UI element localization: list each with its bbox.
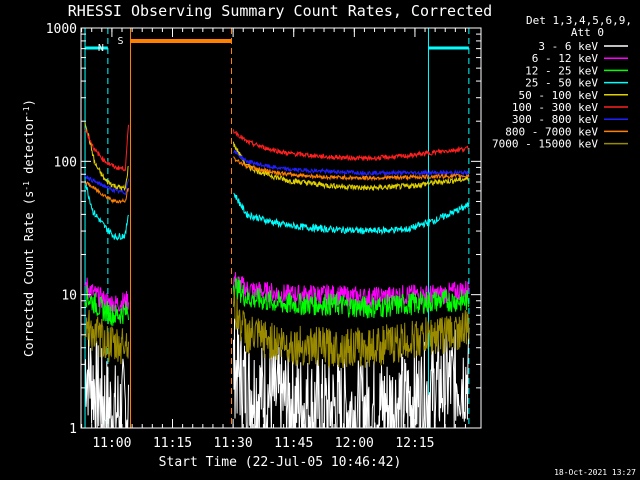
y-axis-label-sup2: -1 bbox=[22, 106, 31, 116]
series-line-5-seg-2 bbox=[233, 141, 470, 192]
legend-label-8: 800 - 7000 keV bbox=[505, 125, 598, 138]
chart-title: RHESSI Observing Summary Count Rates, Co… bbox=[68, 2, 492, 20]
legend-label-1: 3 - 6 keV bbox=[538, 40, 598, 53]
series-line-7-seg-1 bbox=[84, 173, 129, 196]
y-axis-label-end: ) bbox=[22, 99, 36, 106]
night-flag-label: N bbox=[98, 43, 104, 54]
series-line-9-seg-1 bbox=[84, 309, 129, 365]
plot-layer: NS bbox=[84, 28, 470, 428]
x-tick-label-0: 11:00 bbox=[92, 436, 131, 451]
x-tick-label-3: 11:45 bbox=[274, 436, 313, 451]
series-line-3-seg-2 bbox=[233, 277, 470, 319]
legend-label-3: 12 - 25 keV bbox=[525, 64, 598, 77]
footer-timestamp: 18-Oct-2021 13:27 bbox=[554, 468, 636, 477]
y-axis-label-mid: detector bbox=[22, 116, 36, 181]
series-line-8-seg-1 bbox=[84, 180, 129, 205]
y-tick-label-2: 100 bbox=[54, 155, 77, 170]
series-line-1-seg-2 bbox=[233, 318, 470, 428]
axes-layer: 1 10 100 1000 11:00 11:15 11:30 11:45 12:00 12:15 bbox=[46, 22, 482, 451]
legend-label-9: 7000 - 15000 keV bbox=[492, 138, 598, 151]
plot-data bbox=[84, 28, 470, 428]
y-axis-label-main: Corrected Count Rate (s bbox=[22, 191, 36, 357]
x-tick-label-4: 12:00 bbox=[335, 436, 374, 451]
x-tick-label-2: 11:30 bbox=[214, 436, 253, 451]
legend-label-2: 6 - 12 keV bbox=[532, 52, 599, 65]
x-axis-label: Start Time (22-Jul-05 10:46:42) bbox=[159, 455, 402, 470]
series-line-3-seg-1 bbox=[84, 285, 129, 327]
saa-flag-label: S bbox=[117, 36, 123, 47]
series-line-2-seg-1 bbox=[84, 277, 129, 314]
legend-label-5: 50 - 100 keV bbox=[519, 89, 599, 102]
series-line-1-seg-1 bbox=[84, 333, 129, 428]
series-line-7-seg-2 bbox=[233, 149, 470, 177]
series-line-6-seg-1 bbox=[84, 124, 129, 172]
legend-label-7: 300 - 800 keV bbox=[512, 113, 598, 126]
plot-frame bbox=[80, 27, 482, 429]
legend-header-2: Att 0 bbox=[571, 26, 604, 39]
series-line-6-seg-2 bbox=[233, 129, 470, 162]
legend-label-4: 25 - 50 keV bbox=[525, 77, 598, 90]
y-tick-label-1: 10 bbox=[61, 289, 77, 304]
y-tick-label-3: 1000 bbox=[46, 22, 77, 37]
y-axis-label: Corrected Count Rate (s-1 detector-1) bbox=[22, 99, 37, 357]
series-line-4-seg-1 bbox=[84, 184, 129, 241]
y-axis-label-sup1: -1 bbox=[22, 181, 31, 191]
legend-header-1: Det 1,3,4,5,6,9, bbox=[526, 14, 632, 27]
series-line-9-seg-2 bbox=[233, 289, 470, 368]
x-tick-label-5: 12:15 bbox=[395, 436, 434, 451]
series-line-4-seg-2 bbox=[233, 192, 470, 236]
y-tick-label-0: 1 bbox=[69, 422, 77, 437]
series-line-5-seg-1 bbox=[84, 122, 129, 192]
legend-label-6: 100 - 300 keV bbox=[512, 101, 598, 114]
x-tick-label-1: 11:15 bbox=[153, 436, 192, 451]
series-line-8-seg-2 bbox=[233, 156, 470, 182]
